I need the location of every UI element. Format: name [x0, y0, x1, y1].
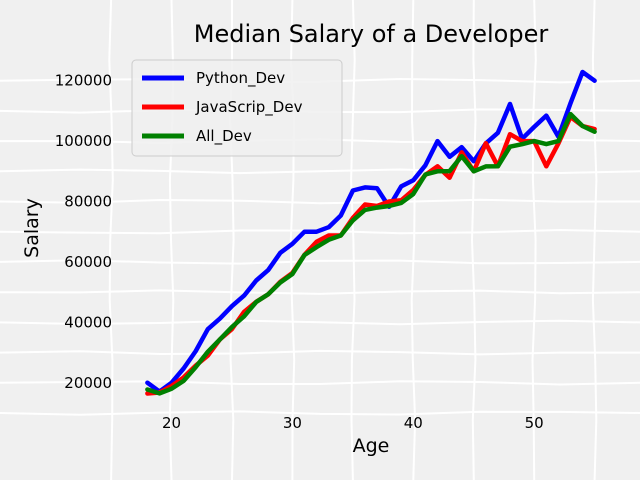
- legend-label-python-dev: Python_Dev: [196, 69, 285, 88]
- y-grid-line: [0, 410, 640, 416]
- x-tick-label: 30: [283, 414, 302, 432]
- y-tick-label: 40000: [64, 313, 112, 331]
- y-axis-label: Salary: [21, 198, 43, 258]
- series-lines: [145, 69, 597, 396]
- y-grid-line: [0, 319, 640, 326]
- chart-title: Median Salary of a Developer: [194, 20, 549, 48]
- y-grid-line: [0, 380, 640, 386]
- y-tick-label: 80000: [64, 193, 112, 211]
- x-tick-label: 20: [162, 414, 181, 432]
- y-tick-label: 20000: [64, 374, 112, 392]
- y-grid-line: [0, 198, 640, 205]
- y-grid-line: [0, 349, 640, 356]
- y-tick-label: 100000: [55, 132, 112, 150]
- x-grid-line: [531, 0, 537, 480]
- legend-label-javascrip-dev: JavaScrip_Dev: [195, 98, 303, 117]
- x-tick-label: 40: [404, 414, 423, 432]
- tick-labels: 20 30 40 50 20000 40000 60000 80000 100000 120000: [55, 72, 544, 432]
- legend-label-all-dev: All_Dev: [196, 127, 252, 146]
- y-tick-label: 120000: [55, 72, 112, 90]
- legend-box: [131, 59, 343, 157]
- series-line-python-dev: [145, 69, 597, 394]
- x-axis-label: Age: [353, 435, 390, 457]
- series-line-all-dev: [145, 111, 597, 396]
- x-tick-label: 50: [525, 414, 544, 432]
- legend: Python_Dev JavaScrip_Dev All_Dev: [131, 59, 343, 157]
- y-tick-label: 60000: [64, 253, 112, 271]
- y-grid-line: [0, 289, 640, 295]
- y-grid-line: [0, 168, 640, 175]
- y-grid-line: [0, 259, 640, 265]
